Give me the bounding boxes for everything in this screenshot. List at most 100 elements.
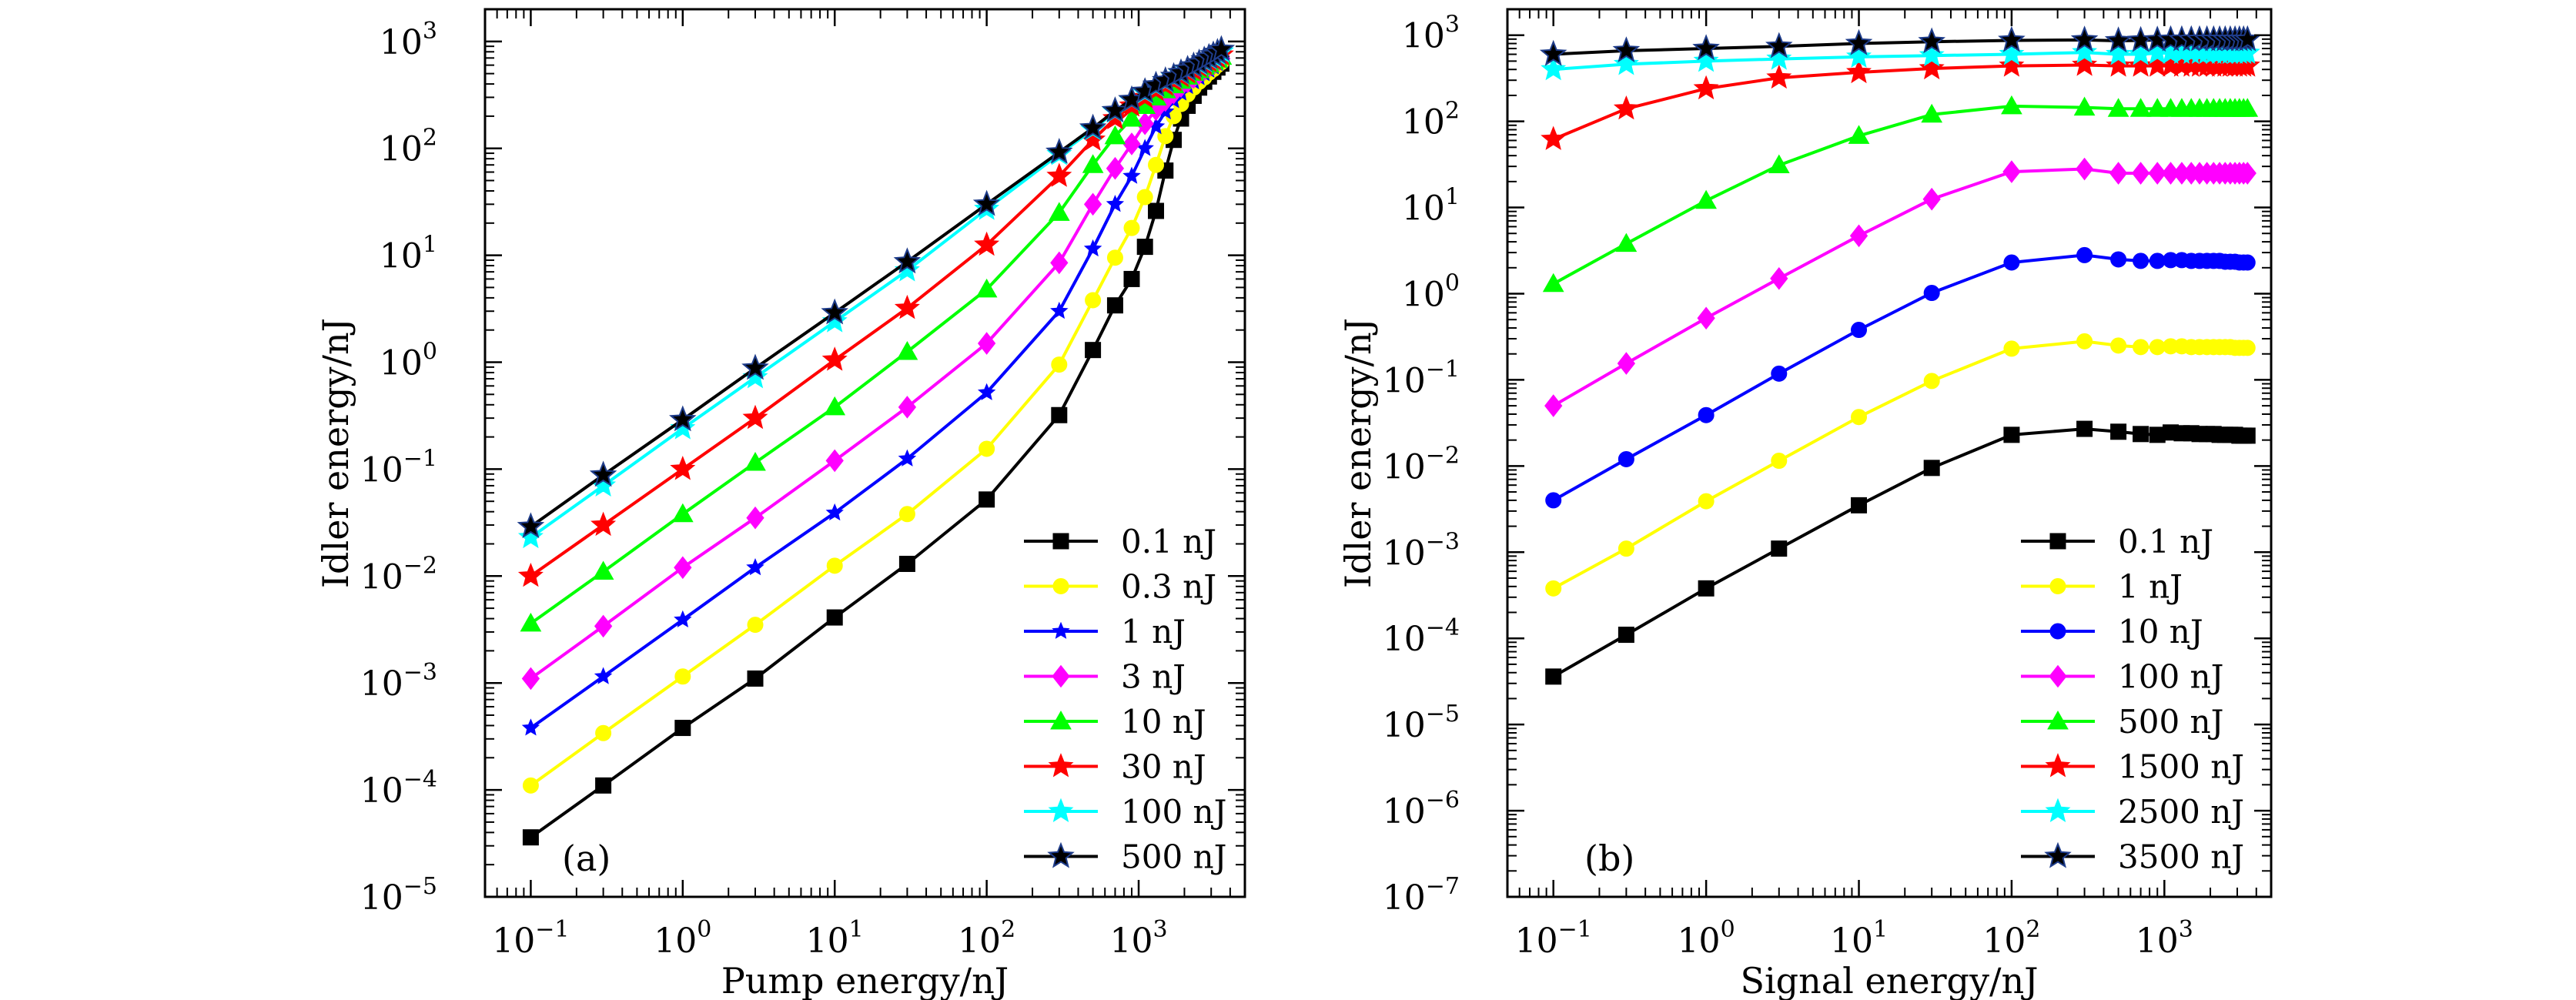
data-point [2110, 423, 2127, 440]
x-tick-label: 102 [1982, 916, 2040, 961]
data-point [2107, 98, 2129, 117]
data-point [1121, 107, 1142, 127]
legend-marker [1052, 664, 1070, 688]
data-point [1136, 239, 1153, 256]
data-point [1615, 232, 1638, 253]
data-point [669, 405, 697, 432]
data-point [1698, 406, 1715, 423]
data-point [2073, 96, 2096, 116]
data-point [1768, 154, 1790, 174]
data-point [517, 562, 544, 587]
data-point [821, 346, 848, 371]
data-point [898, 506, 915, 523]
legend-label: 1 nJ [1121, 613, 1186, 651]
data-point [1123, 270, 1140, 287]
data-point [898, 449, 917, 467]
x-tick-label: 101 [806, 916, 864, 961]
legend-entry: 1 nJ [1024, 613, 1186, 651]
legend-marker [1052, 621, 1070, 639]
y-axis-title: Idler energy/nJ [315, 318, 356, 588]
data-point [742, 404, 768, 430]
data-point [595, 777, 612, 794]
data-point [2131, 162, 2150, 185]
panel-label: (a) [562, 838, 611, 879]
legend-entry: 30 nJ [1024, 748, 1206, 786]
data-point [1999, 41, 2025, 65]
legend-marker [2045, 798, 2071, 822]
legend-marker [2049, 533, 2066, 550]
x-tick-label: 100 [654, 916, 711, 961]
data-point [1613, 95, 1639, 120]
x-tick-label: 100 [1678, 916, 1735, 961]
data-point [1542, 273, 1564, 293]
legend-label: 500 nJ [1121, 838, 1226, 876]
data-point [1545, 580, 1562, 597]
data-point [824, 396, 846, 416]
data-point [2146, 98, 2169, 117]
legend-entry: 100 nJ [1024, 793, 1226, 831]
data-point [1692, 34, 1720, 61]
data-point [1845, 28, 1873, 55]
data-point [1919, 42, 1945, 67]
data-point [2104, 26, 2133, 53]
data-point [974, 231, 1000, 256]
series-line-1500-nJ [1552, 63, 2248, 141]
data-point [1046, 162, 1072, 187]
y-tick-label: 101 [1402, 184, 1460, 229]
data-point [589, 460, 617, 487]
data-point [1766, 64, 1792, 89]
data-point [898, 396, 917, 419]
axes-frame [1506, 8, 2273, 898]
legend-label: 0.1 nJ [1121, 523, 1216, 560]
legend-label: 10 nJ [2118, 613, 2203, 651]
data-point [2075, 157, 2094, 181]
data-point [2106, 41, 2132, 65]
data-point [893, 247, 922, 274]
data-point [1612, 36, 1641, 62]
data-point [825, 449, 844, 473]
data-point [1697, 306, 1715, 330]
legend-marker [1048, 798, 1074, 822]
data-point [1846, 59, 1872, 84]
legend-label: 3 nJ [1121, 658, 1186, 696]
data-point [979, 491, 995, 508]
data-point [1157, 128, 1174, 145]
data-point [1050, 251, 1069, 275]
y-tick-label: 102 [380, 125, 437, 169]
y-tick-label: 10−1 [1383, 356, 1460, 400]
legend-label: 10 nJ [1121, 703, 1206, 741]
legend-marker [2045, 753, 2071, 778]
x-tick-label: 10−1 [492, 916, 569, 961]
data-point [747, 670, 764, 687]
data-point [2003, 340, 2020, 357]
data-point [1085, 292, 1102, 309]
legend-entry: 0.3 nJ [1024, 568, 1216, 606]
data-point [2110, 337, 2127, 354]
data-point [1999, 52, 2025, 77]
legend-entry: 1 nJ [2021, 568, 2183, 606]
legend-entry: 0.1 nJ [2021, 523, 2213, 560]
data-point [521, 667, 540, 691]
panel-a: 10−1 100 101 102 103 10−5 10−4 10−3 10−2 10−1 100 1… [315, 8, 1246, 1000]
y-tick-label: 10−1 [360, 445, 437, 490]
legend: 0.1 nJ 1 nJ 10 nJ 100 nJ 500 nJ 1500 nJ 2500 n… [2021, 523, 2244, 876]
plot-area [1539, 25, 2262, 685]
data-point [1919, 55, 1945, 80]
data-point [744, 451, 766, 471]
data-point [1541, 55, 1567, 81]
legend-label: 100 nJ [1121, 793, 1226, 831]
data-point [1106, 297, 1123, 314]
data-point [975, 278, 998, 298]
data-point [1106, 156, 1125, 180]
y-tick-label: 10−3 [360, 659, 437, 704]
legend-marker [2049, 578, 2066, 594]
x-tick-label: 103 [1109, 916, 1167, 961]
y-tick-label: 101 [380, 232, 437, 276]
data-point [671, 503, 694, 523]
data-point [1207, 35, 1236, 62]
x-axis-title: Signal energy/nJ [1740, 960, 2038, 1000]
data-point [1544, 394, 1563, 417]
data-point [1613, 51, 1639, 75]
y-tick-label: 10−4 [1383, 614, 1460, 659]
y-axis-title: Idler energy/nJ [1337, 318, 1379, 588]
